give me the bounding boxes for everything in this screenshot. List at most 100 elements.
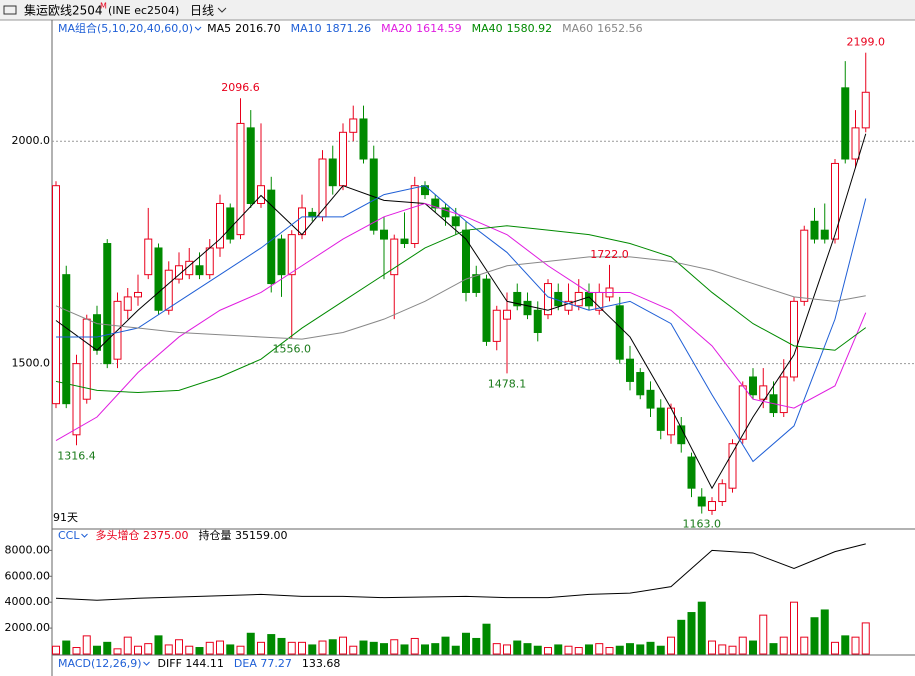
y-tick-label: 2000.00 — [5, 621, 51, 634]
volume-bar — [769, 643, 778, 655]
candle-body — [759, 385, 768, 400]
volume-bar — [134, 645, 142, 655]
volume-bar — [636, 644, 645, 655]
volume-bar — [851, 636, 860, 655]
y-tick-label: 4000.00 — [5, 595, 51, 608]
volume-bar — [226, 644, 235, 655]
legend-value: 1614.59 — [416, 22, 462, 35]
candle-body — [205, 247, 214, 276]
candle-body — [646, 389, 655, 409]
volume-bar — [431, 643, 440, 655]
candle-body — [287, 234, 296, 276]
legend-item: 持仓量 35159.00 — [198, 528, 287, 542]
candle-body — [175, 265, 183, 280]
volume-bar — [441, 636, 450, 655]
candle-body — [62, 274, 71, 405]
legend-name: MA20 — [381, 22, 412, 35]
price-annotation: 2096.6 — [221, 81, 260, 94]
volume-bar — [349, 645, 358, 655]
legend-title: CCL — [58, 529, 80, 542]
volume-bar — [513, 640, 522, 655]
candle-body — [93, 314, 101, 351]
ma-line — [55, 133, 867, 490]
volume-bar — [708, 640, 716, 655]
y-tick-label: 6000.00 — [5, 569, 51, 582]
volume-bar — [462, 632, 470, 655]
candle-body — [390, 238, 399, 276]
candle-body — [523, 300, 532, 316]
volume-bar — [103, 641, 112, 655]
volume-bar — [185, 645, 194, 655]
period-selector[interactable]: 日线 — [190, 4, 214, 18]
volume-bar — [62, 640, 71, 655]
legend-name: MA5 — [207, 22, 231, 35]
legend-dropdown[interactable] — [194, 26, 202, 31]
candle-body — [851, 127, 860, 160]
volume-bar — [800, 636, 809, 655]
candle-body — [257, 185, 265, 204]
volume-bar — [615, 645, 624, 655]
candle-body — [72, 363, 81, 436]
candle-body — [472, 274, 481, 293]
period-dropdown[interactable] — [217, 7, 227, 13]
candle-body — [441, 207, 450, 218]
volume-bar — [544, 647, 552, 655]
volume-bar — [667, 636, 675, 655]
volume-bar — [380, 643, 388, 655]
legend-item: 多头增仓 2375.00 — [96, 528, 189, 542]
macd-dropdown[interactable] — [143, 661, 150, 666]
ma-line — [56, 185, 867, 463]
candle-body — [400, 238, 409, 245]
macd-item: DIFF 144.11 — [158, 657, 224, 670]
volume-bar — [759, 614, 768, 655]
volume-bar — [236, 645, 245, 655]
volume-bar — [52, 645, 60, 655]
candle-body — [359, 118, 368, 160]
candle-body — [656, 407, 665, 431]
volume-bar — [82, 635, 91, 655]
legend-dropdown[interactable] — [81, 533, 88, 538]
legend-name: MA40 — [472, 22, 503, 35]
volume-bar — [216, 640, 224, 655]
candle-body — [246, 127, 255, 204]
volume-bar — [390, 639, 399, 655]
volume-bar — [308, 644, 317, 655]
volume-bar — [595, 643, 604, 655]
volume-bar — [72, 647, 81, 655]
window-icon[interactable] — [3, 5, 17, 15]
candle-body — [820, 229, 829, 240]
candle-body — [615, 305, 624, 360]
candle-body — [697, 496, 706, 507]
volume-bar — [564, 645, 573, 655]
candle-body — [841, 87, 850, 160]
candle-body — [298, 207, 306, 236]
volume-bar — [277, 637, 286, 655]
volume-bar — [144, 643, 153, 655]
volume-bar — [318, 640, 327, 655]
volume-bar — [421, 644, 429, 655]
candle-body — [236, 122, 245, 236]
volume-bar — [257, 641, 265, 655]
candle-body — [451, 216, 460, 227]
volume-bar — [749, 640, 757, 655]
candle-body — [861, 91, 870, 129]
volume-bar — [267, 634, 276, 655]
candle-body — [164, 269, 173, 311]
volume-bar — [492, 643, 501, 655]
price-annotation: 1722.0 — [590, 248, 629, 261]
volume-bar — [164, 644, 173, 655]
volume-bar — [298, 641, 306, 655]
candle-body — [52, 185, 60, 405]
candle-body — [810, 220, 819, 240]
volume-bar — [154, 635, 163, 655]
volume-bar — [697, 601, 706, 655]
volume-bar — [554, 644, 563, 655]
period-label: 91天 — [53, 511, 78, 524]
volume-bar — [369, 641, 378, 655]
open-interest-line — [55, 543, 866, 601]
volume-bar — [585, 644, 593, 655]
volume-bar — [728, 645, 737, 655]
candle-body — [728, 443, 737, 489]
candle-body — [154, 247, 163, 311]
volume-bar — [410, 637, 419, 655]
